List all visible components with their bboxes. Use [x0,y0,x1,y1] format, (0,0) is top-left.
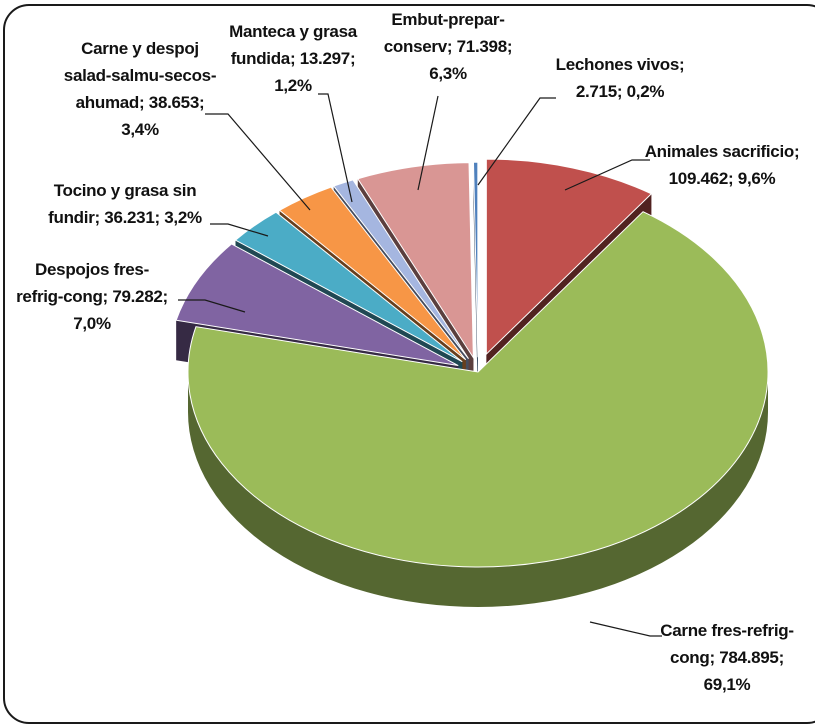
slice-label-line-2-0: Despojos fres- [35,260,149,279]
slice-label-3: Tocino y grasa sin fundir; 36.231; 3,2% [48,181,202,227]
slice-label-0: Animales sacrificio; 109.462; 9,6% [645,142,800,188]
slice-label-line-6-2: 6,3% [429,64,467,83]
slice-label-7: Lechones vivos; 2.715; 0,2% [556,55,685,101]
slice-label-line-3-0: Tocino y grasa sin [54,181,197,200]
pie-slice-7 [472,161,479,358]
leader-line-4 [205,113,311,211]
slice-label-line-2-2: 7,0% [73,314,111,333]
pie-slice-2 [175,243,459,367]
slice-label-line-4-2: ahumad; 38.653; [76,93,205,112]
slice-label-line-7-1: 2.715; 0,2% [576,82,665,101]
slice-label-line-1-2: 69,1% [704,675,751,694]
pie-slice-5 [332,179,469,360]
pie-chart: Animales sacrificio; 109.462; 9,6% Carne f… [16,10,800,694]
slice-label-line-3-1: fundir; 36.231; 3,2% [48,208,202,227]
slice-side-1-0 [188,372,768,607]
pie-slice-4 [278,186,467,361]
slice-label-1: Carne fres-refrig-cong; 784.895; 69,1% [660,621,793,694]
leader-line-3 [210,223,269,237]
slice-label-4: Carne y despoj salad-salmu-secos-ahumad; … [64,39,216,139]
leader-line-1 [589,621,662,637]
slice-label-line-4-3: 3,4% [121,120,159,139]
slice-label-line-6-0: Embut-prepar- [391,10,504,29]
leader-line-0 [564,159,650,191]
slice-label-line-7-0: Lechones vivos; [556,55,685,74]
leader-line-5 [318,93,353,203]
slice-label-line-4-1: salad-salmu-secos- [64,66,216,85]
slice-label-line-6-1: conserv; 71.398; [384,37,512,56]
leader-line-6 [417,95,439,191]
slice-label-line-5-2: 1,2% [274,76,312,95]
slice-label-2: Despojos fres-refrig-cong; 79.282; 7,0% [16,260,168,333]
pie-slice-0 [485,158,653,356]
slice-label-line-0-0: Animales sacrificio; [645,142,800,161]
slice-label-line-1-1: cong; 784.895; [670,648,784,667]
leader-line-2 [178,299,246,313]
pie-slice-1 [187,211,769,568]
slice-label-line-0-1: 109.462; 9,6% [669,169,776,188]
slice-label-6: Embut-prepar-conserv; 71.398; 6,3% [384,10,512,83]
pie-slice-6 [356,162,474,360]
slice-label-5: Manteca y grasa fundida; 13.297; 1,2% [229,22,358,95]
slice-label-line-2-1: refrig-cong; 79.282; [16,287,168,306]
pie-slice-3 [234,211,463,363]
slice-label-line-4-0: Carne y despoj [81,39,199,58]
slice-label-line-5-0: Manteca y grasa [229,22,358,41]
slice-label-line-1-0: Carne fres-refrig- [660,621,793,640]
leader-line-7 [477,97,556,186]
slice-label-line-5-1: fundida; 13.297; [231,49,356,68]
